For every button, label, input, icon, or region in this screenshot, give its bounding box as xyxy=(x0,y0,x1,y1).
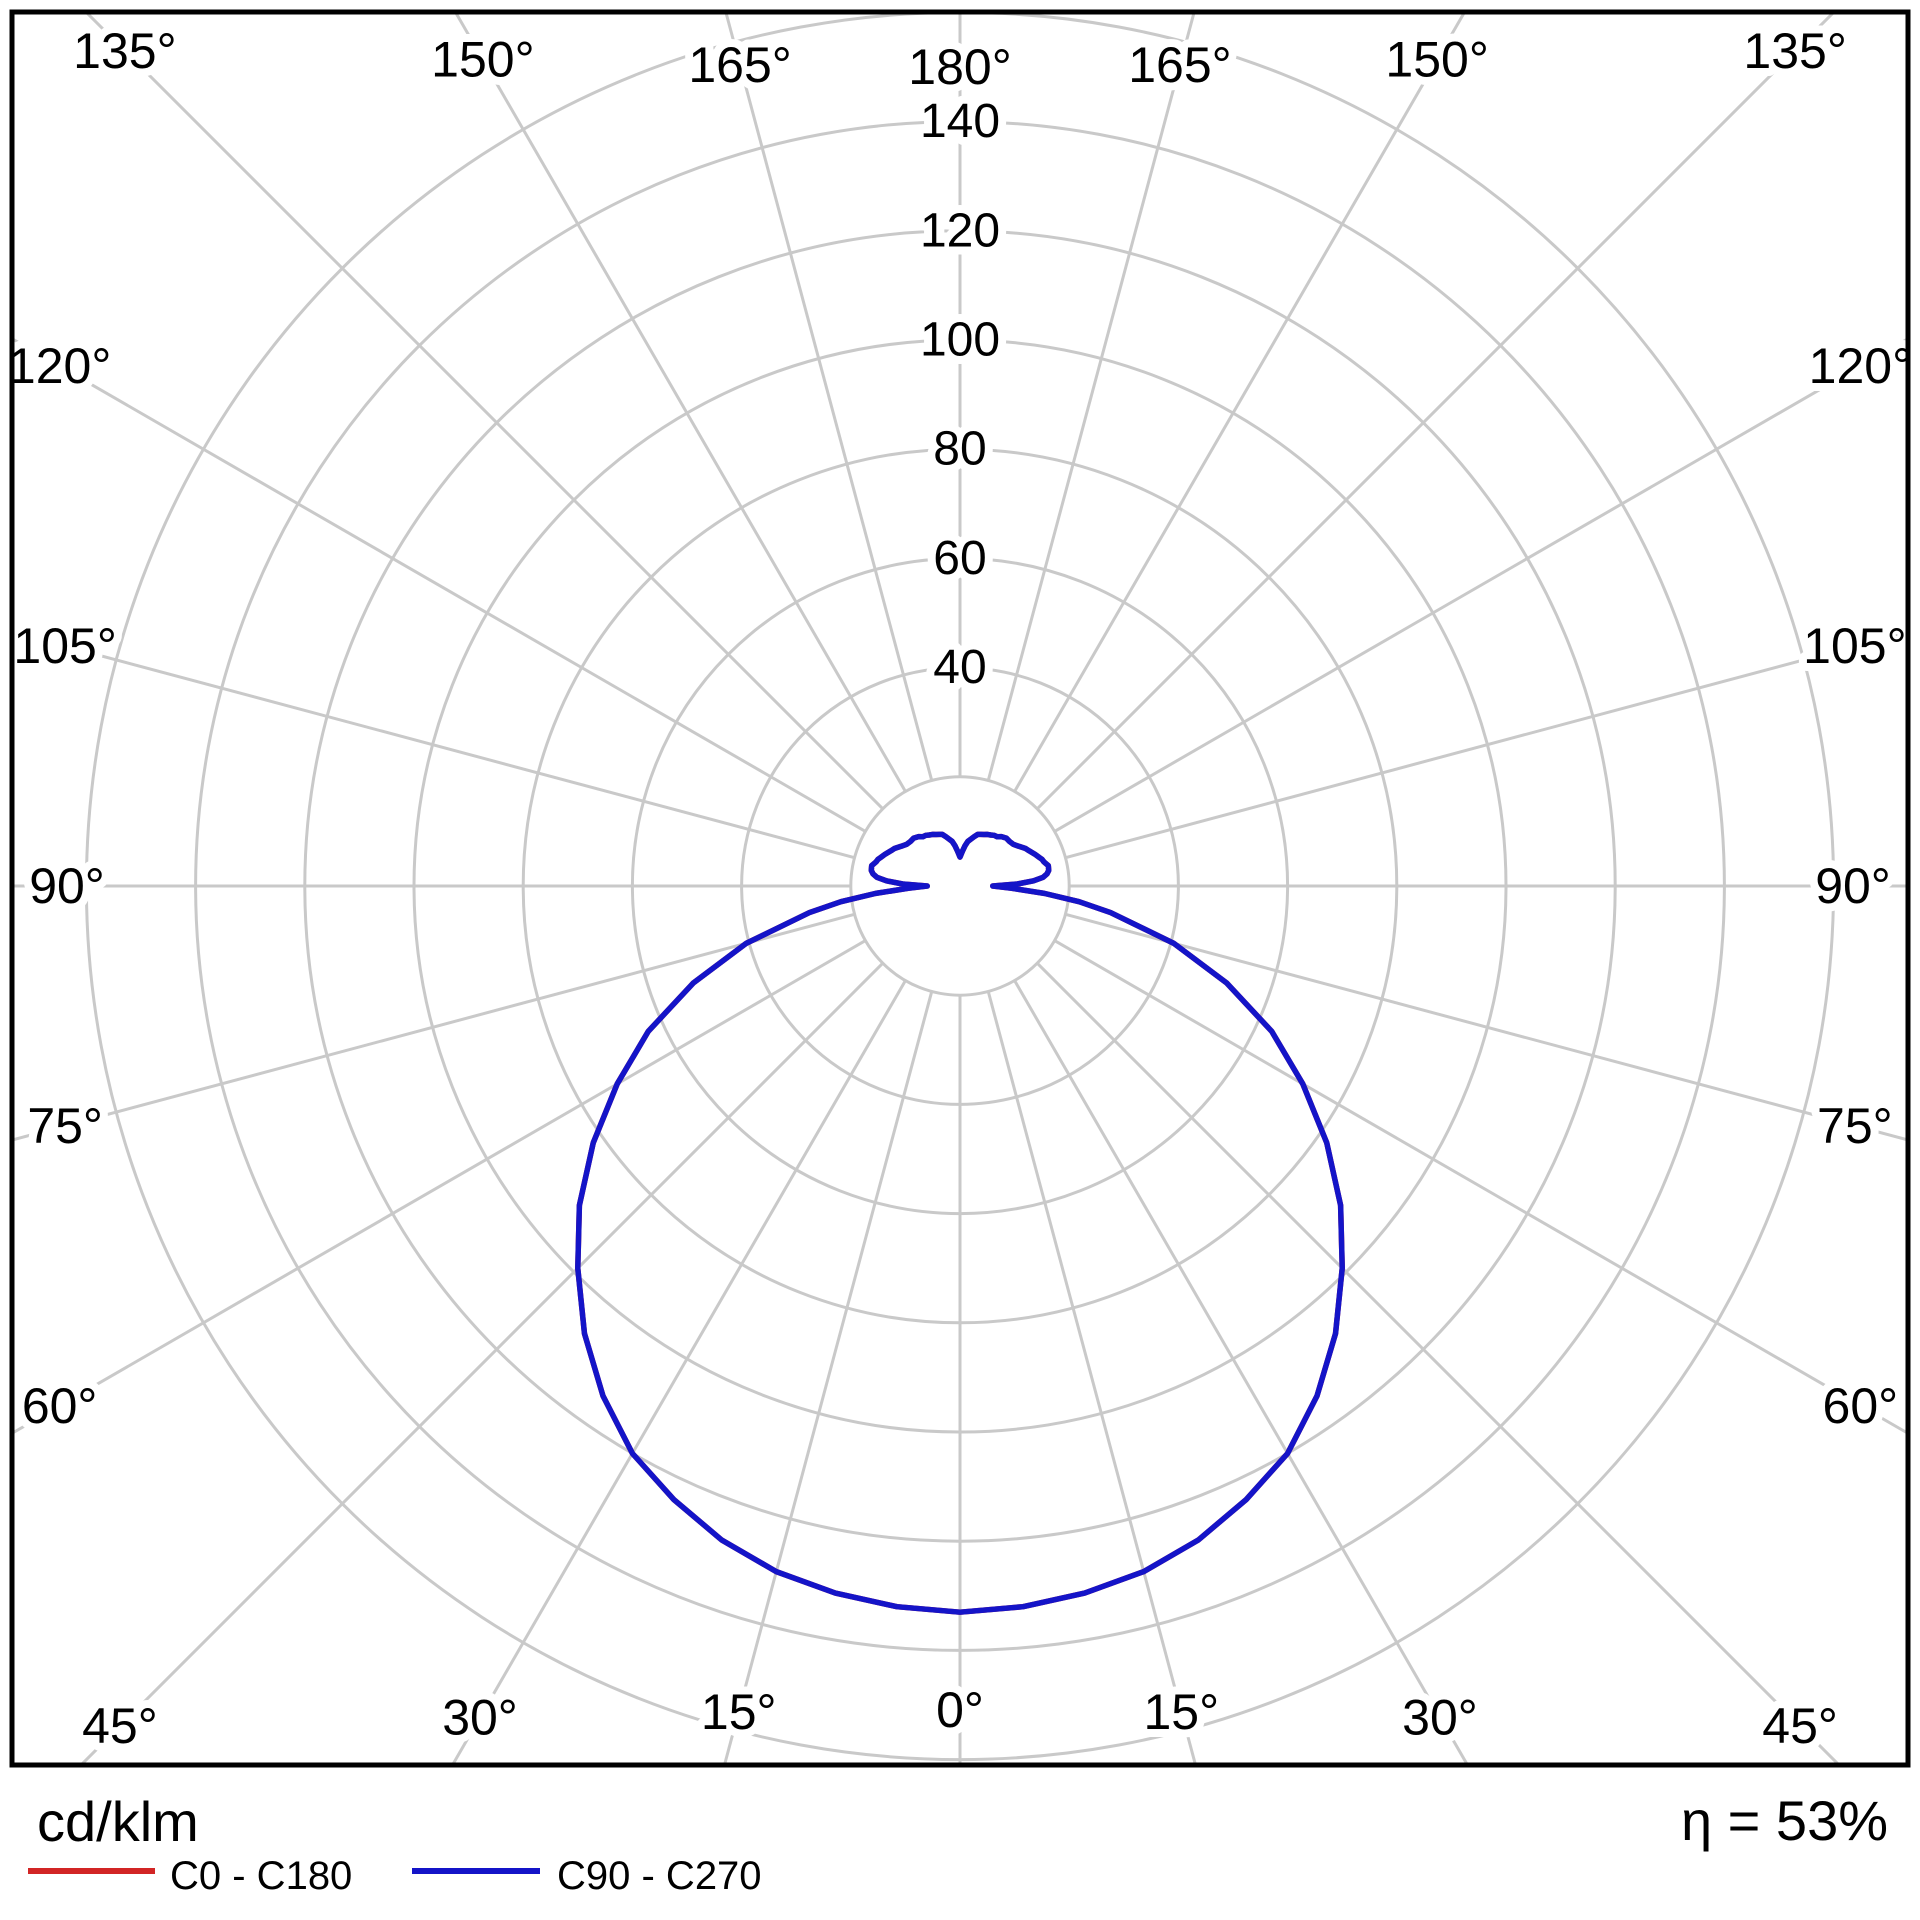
angle-label: 60° xyxy=(1823,1378,1899,1434)
polar-grid-spoke xyxy=(986,12,1196,781)
angle-label: 90° xyxy=(1815,858,1891,914)
legend-label-c0-c180: C0 - C180 xyxy=(170,1854,352,1898)
polar-grid-spoke xyxy=(1036,12,1837,810)
angle-label: 120° xyxy=(1809,338,1912,394)
polar-grid-spoke xyxy=(78,962,884,1765)
radial-tick-label: 80 xyxy=(933,423,986,476)
angle-label: 15° xyxy=(1143,1684,1219,1740)
polar-grid-spoke xyxy=(1053,336,1908,833)
polar-grid-spoke xyxy=(1013,12,1467,793)
curves-layer xyxy=(575,831,1345,1615)
radial-tick-label: 100 xyxy=(920,314,1000,367)
angle-label: 30° xyxy=(1402,1689,1478,1745)
angle-label: 135° xyxy=(1743,23,1846,79)
polar-grid-spoke xyxy=(12,336,867,833)
radial-tick-label: 140 xyxy=(920,95,1000,148)
polar-grid-spoke xyxy=(1065,630,1908,860)
angle-label: 180° xyxy=(908,39,1011,95)
angle-label: 45° xyxy=(1762,1698,1838,1754)
polar-grid-spoke xyxy=(1053,939,1908,1436)
polar-grid-spoke xyxy=(1036,962,1842,1765)
polar-grid-spoke xyxy=(12,939,867,1436)
plot-border xyxy=(9,9,1911,1768)
angle-label: 90° xyxy=(29,858,105,914)
polar-grid-spoke xyxy=(1065,912,1908,1142)
polar-grid-spoke xyxy=(724,12,934,781)
angle-label: 120° xyxy=(8,338,111,394)
series-curve-c90-c270 xyxy=(575,831,1345,1615)
polar-grid-spoke xyxy=(12,630,855,860)
angle-label: 60° xyxy=(22,1378,98,1434)
legend-label-c90-c270: C90 - C270 xyxy=(557,1854,762,1898)
angle-label: 30° xyxy=(442,1689,518,1745)
radial-tick-label: 40 xyxy=(933,641,986,694)
angle-label: 135° xyxy=(73,23,176,79)
angle-label: 150° xyxy=(1385,32,1488,88)
angle-label: 165° xyxy=(1128,37,1231,93)
angle-label: 75° xyxy=(1817,1098,1893,1154)
polar-grid-spoke xyxy=(1013,979,1470,1765)
angle-label: 0° xyxy=(936,1682,984,1738)
tick-labels-layer: 40 60 80 100 120 140 0° 15° 15° 30° 30° 45° 45° 60° 60… xyxy=(0,15,1920,1762)
angle-label: 165° xyxy=(688,37,791,93)
polar-grid-spoke xyxy=(12,912,855,1142)
polar-grid-spoke xyxy=(453,12,907,793)
angle-label: 75° xyxy=(27,1098,103,1154)
efficiency-label: η = 53% xyxy=(1681,1789,1888,1852)
angle-label: 105° xyxy=(13,618,116,674)
angle-label: 15° xyxy=(701,1684,777,1740)
units-label: cd/klm xyxy=(37,1790,199,1853)
polar-grid-spoke xyxy=(722,991,934,1765)
polar-grid-spoke xyxy=(83,12,884,810)
angle-label: 105° xyxy=(1803,618,1906,674)
radial-tick-label: 60 xyxy=(933,532,986,585)
angle-label: 45° xyxy=(82,1698,158,1754)
angle-label: 150° xyxy=(431,32,534,88)
polar-grid-spoke xyxy=(986,991,1198,1765)
radial-tick-label: 120 xyxy=(920,204,1000,257)
legend: C0 - C180 C90 - C270 xyxy=(28,1854,762,1898)
polar-grid-spoke xyxy=(450,979,907,1765)
